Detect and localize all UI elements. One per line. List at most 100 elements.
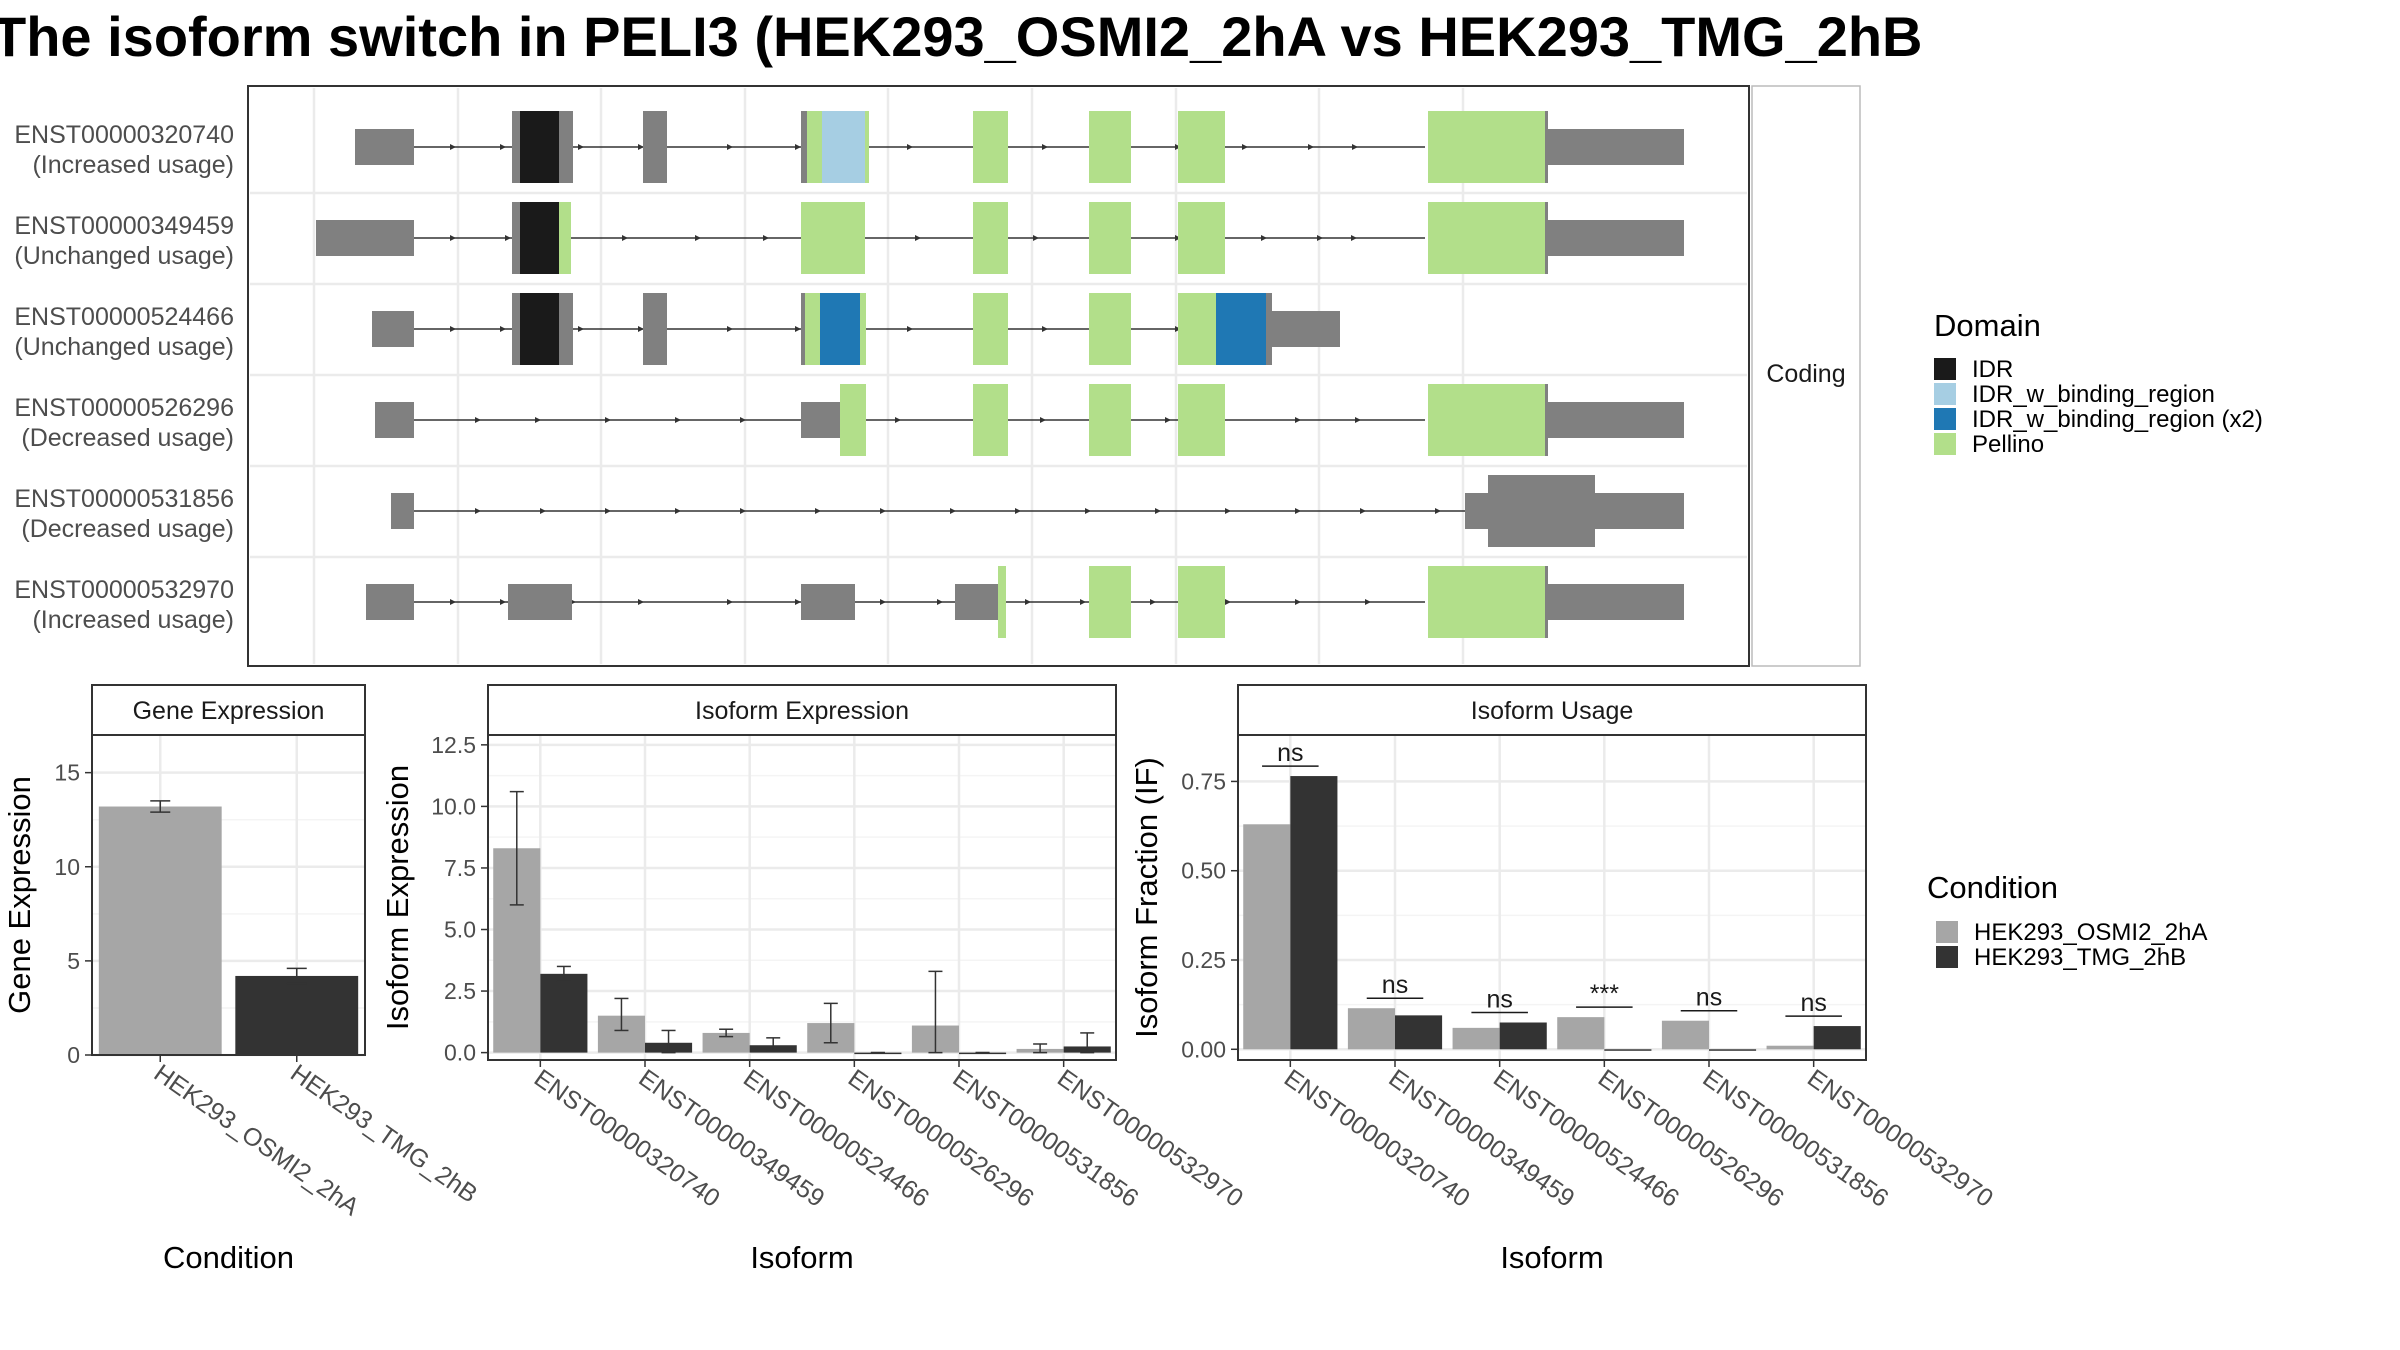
y-tick-label: 0.00: [1181, 1036, 1226, 1062]
exon-block: [1488, 475, 1595, 547]
intron-arrow: [1085, 508, 1091, 514]
intron-arrow: [605, 417, 611, 423]
exon-block: [955, 584, 998, 620]
transcript-usage-label: (Increased usage): [32, 151, 234, 179]
intron-arrow: [638, 599, 644, 605]
intron-arrow: [450, 235, 456, 241]
intron-arrow: [1225, 599, 1231, 605]
x-tick-label: ENST00000524466: [738, 1064, 934, 1213]
y-tick-label: 12.5: [431, 732, 476, 758]
intron-arrow: [1042, 326, 1048, 332]
panel-border: [91, 734, 366, 1056]
exon-block: [1428, 111, 1545, 183]
exon-block: [559, 111, 573, 183]
y-tick-label: 0.25: [1181, 947, 1226, 973]
bar: [702, 1032, 750, 1053]
intron-arrow: [795, 599, 801, 605]
intron-arrow: [950, 508, 956, 514]
significance-label: ns: [1696, 984, 1722, 1012]
intron-arrow: [880, 599, 886, 605]
transcript-row: [375, 384, 1684, 456]
exon-block: [1089, 111, 1131, 183]
transcript-usage-label: (Unchanged usage): [14, 242, 234, 270]
exon-block: [860, 293, 866, 365]
significance-label: ns: [1486, 986, 1512, 1014]
y-axis-title: Gene Expression: [2, 776, 37, 1014]
exon-block: [1465, 493, 1488, 529]
y-tick-label: 5: [67, 948, 80, 974]
intron-arrow: [450, 326, 456, 332]
intron-arrow: [895, 417, 901, 423]
intron-arrow: [795, 144, 801, 150]
intron-arrow: [450, 599, 456, 605]
transcript-row: [355, 111, 1684, 183]
exon-block: [1548, 402, 1684, 438]
intron-arrow: [727, 144, 733, 150]
transcript-id-label: ENST00000532970: [14, 576, 234, 604]
exon-block: [1548, 129, 1684, 165]
intron-arrow: [1295, 417, 1301, 423]
bar: [235, 975, 359, 1055]
transcript-id-label: ENST00000349459: [14, 212, 234, 240]
x-tick-label: ENST00000531856: [948, 1064, 1144, 1213]
panel-background: [1238, 735, 1866, 1060]
intron-arrow: [1352, 144, 1358, 150]
exon-block: [1428, 566, 1545, 638]
exon-block: [1548, 584, 1684, 620]
intron-arrow: [1295, 508, 1301, 514]
bar: [1813, 1026, 1861, 1050]
y-tick-label: 0.75: [1181, 768, 1226, 794]
exon-block: [1089, 202, 1131, 274]
intron-arrow: [763, 235, 769, 241]
domain-legend-label: Pellino: [1972, 431, 2044, 458]
x-tick-label: ENST00000320740: [529, 1064, 725, 1213]
transcript-row: [316, 202, 1684, 274]
exon-block: [1178, 111, 1225, 183]
transcript-id-label: ENST00000524466: [14, 303, 234, 331]
domain-legend: Domain IDRIDR_w_binding_regionIDR_w_bind…: [1934, 308, 2263, 458]
intron-arrow: [907, 326, 913, 332]
intron-arrow: [1015, 508, 1021, 514]
domain-legend-label: IDR_w_binding_region: [1972, 381, 2215, 408]
intron-arrow: [1261, 235, 1267, 241]
x-tick-label: ENST00000320740: [1279, 1064, 1475, 1213]
exon-block: [1548, 220, 1684, 256]
intron-arrow: [638, 326, 644, 332]
intron-arrow: [1225, 508, 1231, 514]
x-tick-label: ENST00000532970: [1802, 1064, 1998, 1213]
y-tick-label: 7.5: [444, 855, 476, 881]
exon-block: [973, 293, 1008, 365]
exon-block: [1178, 293, 1216, 365]
intron-arrow: [1025, 599, 1031, 605]
transcript-row: [391, 475, 1684, 547]
intron-arrow: [578, 326, 584, 332]
exon-block: [1545, 202, 1548, 274]
exon-block: [366, 584, 414, 620]
exon-block: [372, 311, 414, 347]
exon-block: [822, 111, 865, 183]
intron-arrow: [740, 417, 746, 423]
exon-block: [1089, 293, 1131, 365]
x-tick-label: ENST00000524466: [1488, 1064, 1684, 1213]
intron-arrow: [1033, 235, 1039, 241]
intron-arrow: [815, 508, 821, 514]
condition-legend-label: HEK293_TMG_2hB: [1974, 944, 2186, 971]
intron-arrow: [1435, 508, 1441, 514]
intron-arrow: [578, 144, 584, 150]
exon-block: [1545, 384, 1548, 456]
intron-arrow: [907, 144, 913, 150]
transcript-usage-label: (Increased usage): [32, 606, 234, 634]
exon-block: [316, 220, 414, 256]
domain-legend-key: [1934, 408, 1956, 430]
panel-background: [488, 735, 1116, 1060]
bar: [1661, 1020, 1709, 1050]
exon-block: [801, 202, 865, 274]
exon-block: [1272, 311, 1340, 347]
bar: [1395, 1015, 1443, 1050]
bar: [1709, 1049, 1757, 1051]
intron-arrow: [915, 235, 921, 241]
exon-block: [1595, 493, 1684, 529]
structure-strip-label: Coding: [1766, 360, 1845, 388]
